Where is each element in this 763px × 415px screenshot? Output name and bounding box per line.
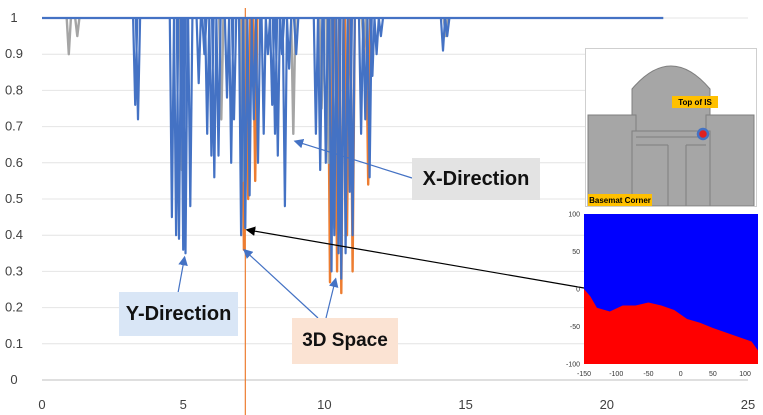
left-wing: [587, 114, 637, 207]
y-axis-ticks: 0 0.1 0.2 0.3 0.4 0.5 0.6 0.7 0.8 0.9 1: [5, 10, 23, 387]
y-tick-label: 0.8: [5, 82, 23, 97]
heatmap-y-tick-label: 100: [568, 212, 580, 219]
x-direction-label: X-Direction: [412, 158, 540, 200]
y-tick-label: 0.6: [5, 155, 23, 170]
x-tick-label: 15: [458, 397, 472, 412]
x-tick-label: 5: [180, 397, 187, 412]
y-direction-arrow: [177, 255, 188, 294]
y-tick-label: 0.2: [5, 300, 23, 315]
x-tick-label: 10: [317, 397, 331, 412]
y-tick-label: 0: [10, 372, 17, 387]
x-axis-ticks: 0 5 10 15 20 25: [38, 397, 755, 412]
x-tick-label: 0: [38, 397, 45, 412]
heatmap-x-tick-label: 100: [739, 371, 751, 378]
y-tick-label: 1: [10, 10, 17, 25]
3d-space-arrow-right: [325, 277, 339, 319]
heatmap-x-tick-label: -100: [609, 371, 623, 378]
heatmap-x-tick-label: -150: [577, 371, 591, 378]
heatmap-y-tick-label: -50: [570, 324, 580, 331]
top-of-is-label-bg: [672, 96, 718, 108]
dome-shape: [631, 65, 711, 132]
heatmap-y-tick-label: 0: [576, 287, 580, 294]
heatmap-y-tick-label: -100: [566, 362, 580, 369]
x-direction-arrow: [293, 139, 413, 179]
3d-space-arrow-left: [243, 248, 319, 319]
y-tick-label: 0.7: [5, 119, 23, 134]
measurement-point-marker: [696, 127, 710, 141]
center-block: [631, 130, 711, 207]
basemat-corner-label-bg: [588, 194, 652, 206]
heatmap-x-ticks: -150 -100 -50 0 50 100: [577, 371, 751, 378]
heatmap-x-tick-label: 50: [709, 371, 717, 378]
x-tick-label: 20: [600, 397, 614, 412]
heatmap-x-tick-label: -50: [643, 371, 653, 378]
x-tick-label: 25: [741, 397, 755, 412]
y-tick-label: 0.3: [5, 263, 23, 278]
building-inset: Top of IS Basemat Corner: [585, 48, 757, 207]
y-tick-label: 0.5: [5, 191, 23, 206]
heatmap-red-region: [584, 289, 758, 364]
heatmap-y-ticks: 100 50 0 -50 -100: [566, 212, 580, 369]
annotation-arrows: [177, 139, 585, 319]
y-direction-label: Y-Direction: [119, 292, 238, 336]
heatmap-pointer-arrow: [245, 226, 585, 289]
3d-space-label: 3D Space: [292, 318, 398, 364]
right-wing: [705, 114, 755, 207]
heatmap-x-tick-label: 0: [679, 371, 683, 378]
top-of-is-label: Top of IS: [678, 98, 712, 107]
heatmap-y-tick-label: 50: [572, 249, 580, 256]
heatmap-inset: 100 50 0 -50 -100 -150 -100 -50 0 50 100: [566, 212, 758, 378]
y-tick-label: 0.9: [5, 46, 23, 61]
series-line-y-direction: [42, 16, 664, 280]
series-lines: [42, 16, 664, 295]
y-tick-label: 0.4: [5, 227, 23, 242]
basemat-corner-label: Basemat Corner: [589, 196, 651, 205]
y-tick-label: 0.1: [5, 336, 23, 351]
